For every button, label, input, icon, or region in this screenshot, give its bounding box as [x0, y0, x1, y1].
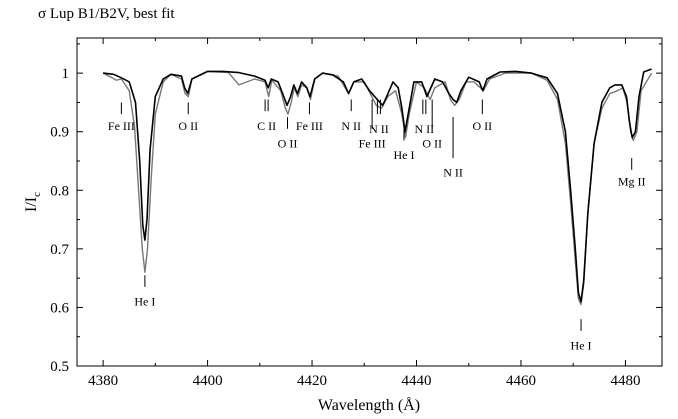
y-tick-label: 0.9: [50, 125, 69, 141]
line-id-label: N II: [369, 122, 389, 136]
chart-title: σ Lup B1/B2V, best fit: [38, 6, 175, 22]
x-tick-label: 4420: [297, 373, 327, 389]
y-tick-label: 0.8: [50, 183, 69, 199]
x-axis-title: Wavelength (Å): [318, 396, 420, 414]
series-layer: [102, 68, 653, 306]
observed-spectrum-line: [103, 68, 652, 303]
y-axis-title: I/Ic: [23, 192, 43, 212]
line-id-label: O II: [178, 119, 198, 133]
x-tick-label: 4480: [610, 373, 640, 389]
svg-text:I/Ic: I/Ic: [23, 192, 43, 212]
y-axis: 0.5 0.6 0.7 0.8 0.9 1: [50, 43, 662, 375]
line-id-label: O II: [472, 119, 492, 133]
line-id-label: O II: [422, 136, 442, 150]
line-id-label: O II: [278, 136, 298, 150]
line-id-label: N II: [341, 119, 361, 133]
line-id-label: Fe III: [108, 119, 135, 133]
x-tick-label: 4380: [88, 373, 118, 389]
line-id-label: N II: [443, 166, 463, 180]
y-tick-label: 0.7: [50, 242, 69, 258]
line-id-label: He I: [393, 148, 414, 162]
line-id-label: He I: [571, 339, 592, 353]
y-axis-title-main: I/I: [23, 197, 40, 212]
x-axis: 4380 4400 4420 4440 4460 4480: [88, 38, 640, 389]
line-id-label: Fe III: [296, 119, 323, 133]
y-axis-title-sub: c: [31, 192, 43, 197]
x-tick-label: 4440: [402, 373, 432, 389]
line-id-label: He I: [134, 295, 155, 309]
x-tick-label: 4460: [506, 373, 536, 389]
line-id-label: Mg II: [618, 175, 646, 189]
y-tick-label: 0.6: [50, 300, 69, 316]
x-tick-label: 4400: [193, 373, 223, 389]
fit-spectrum-line: [102, 70, 653, 306]
line-id-label: Fe III: [359, 136, 386, 150]
plot-frame: [76, 37, 663, 367]
y-tick-label: 1: [62, 66, 70, 82]
y-tick-label: 0.5: [50, 359, 69, 375]
line-id-label: C II: [257, 119, 276, 133]
line-id-label: N II: [415, 122, 435, 136]
